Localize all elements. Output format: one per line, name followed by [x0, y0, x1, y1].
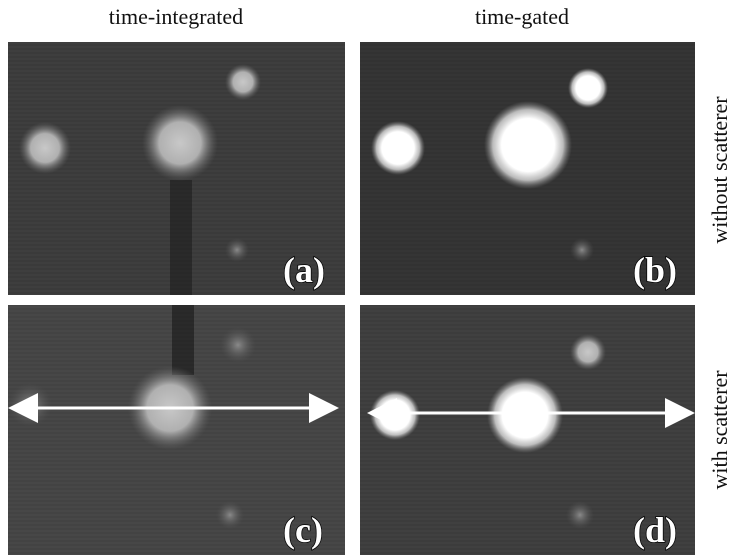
panel-label: (d) [633, 510, 677, 550]
panel-label: (a) [283, 250, 325, 290]
panel-label: (c) [283, 510, 323, 550]
image-panel: (c) [7, 305, 345, 555]
image-panel: (a) [8, 42, 345, 295]
image-panel: (b) [360, 42, 695, 295]
column-header: time-integrated [109, 4, 243, 29]
column-header: time-gated [475, 4, 569, 29]
row-label: with scatterer [707, 370, 732, 490]
row-label: without scatterer [707, 96, 732, 244]
image-panel: (d) [360, 305, 695, 555]
panel-label: (b) [633, 250, 677, 290]
